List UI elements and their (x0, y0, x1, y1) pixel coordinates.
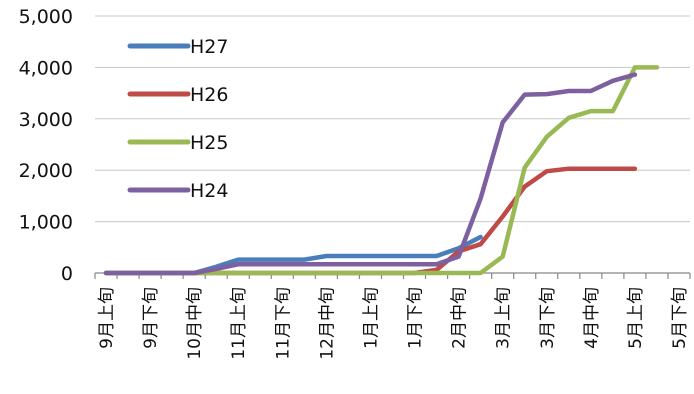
x-tick-label: 3月上旬 (494, 287, 514, 349)
y-tick-label: 1,000 (19, 212, 73, 234)
y-tick-label: 2,000 (19, 160, 73, 182)
legend-label-h26: H26 (190, 84, 228, 106)
x-tick-label: 10月中旬 (185, 287, 205, 360)
x-tick-label: 9月上旬 (97, 287, 117, 349)
legend-label-h24: H24 (190, 180, 228, 202)
x-tick-label: 9月下旬 (141, 287, 161, 349)
x-tick-label: 2月中旬 (450, 287, 470, 349)
x-tick-label: 5月上旬 (626, 287, 646, 349)
y-tick-label: 4,000 (19, 57, 73, 79)
y-tick-label: 3,000 (19, 109, 73, 131)
series-line-h24 (103, 72, 638, 276)
x-tick-label: 12月中旬 (317, 287, 337, 360)
x-tick-label: 1月下旬 (406, 287, 426, 349)
x-tick-label: 5月下旬 (670, 287, 690, 349)
series-line-h27 (103, 234, 483, 276)
y-tick-label: 5,000 (19, 6, 73, 28)
legend-label-h27: H27 (190, 36, 228, 58)
x-tick-label: 3月下旬 (538, 287, 558, 349)
x-tick-label: 11月下旬 (273, 287, 293, 360)
y-tick-label: 0 (61, 263, 73, 285)
legend-label-h25: H25 (190, 132, 228, 154)
series-group (103, 65, 660, 276)
legend: H27 H26 H25 H24 (127, 36, 228, 202)
x-tick-label: 1月上旬 (361, 287, 381, 349)
x-tick-label: 4月中旬 (582, 287, 602, 349)
y-axis: 0 1,000 2,000 3,000 4,000 5,000 (19, 6, 73, 285)
x-axis: 9月上旬 9月下旬 10月中旬 11月上旬 11月下旬 12月中旬 1月上旬 1月下旬 2月中旬… (94, 272, 691, 360)
x-tick-label: 11月上旬 (229, 287, 249, 360)
